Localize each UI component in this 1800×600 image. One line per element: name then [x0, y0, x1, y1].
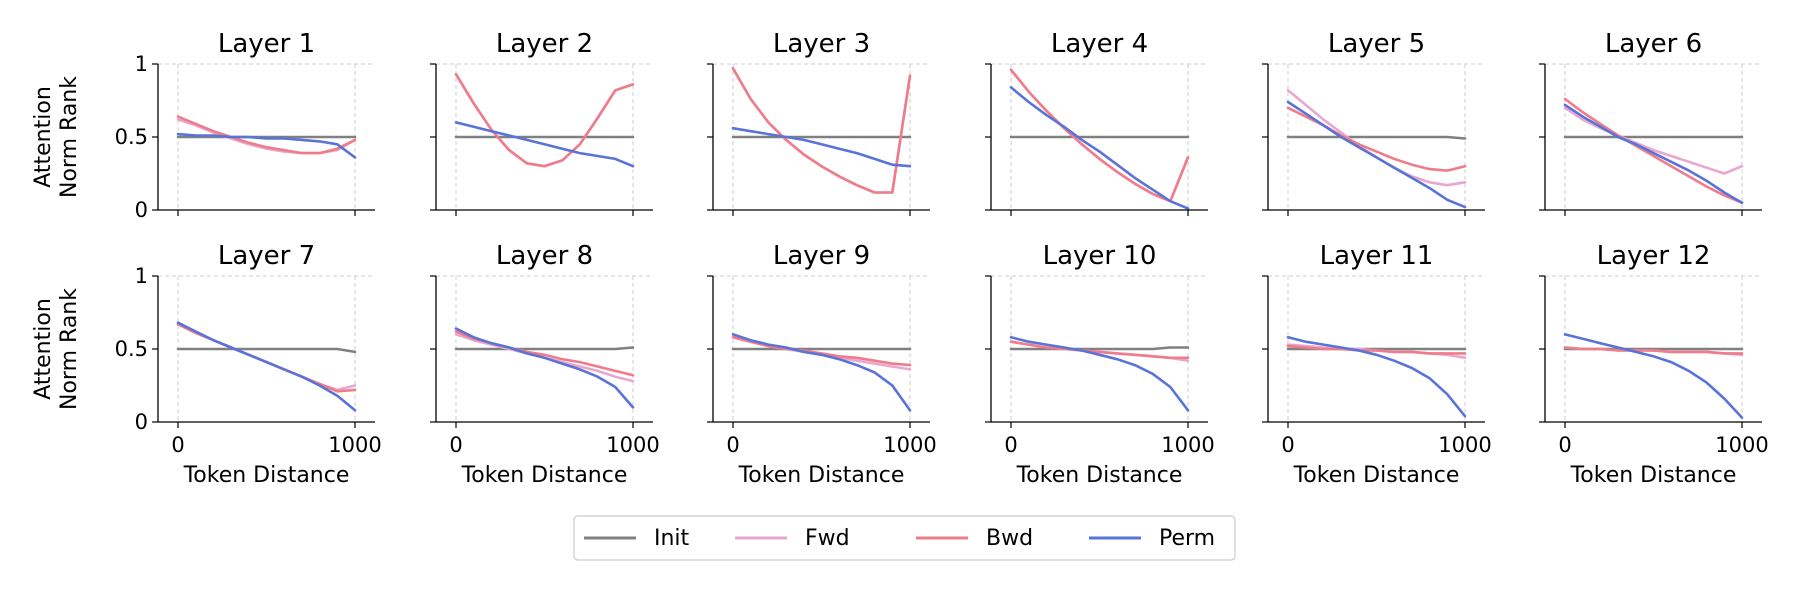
y-tick-label: 1 [135, 52, 148, 76]
panel-6: Layer 6 [1539, 29, 1762, 216]
panel-11: 0 1000 Layer 11 Token Distance [1262, 241, 1492, 488]
x-axis-label: Token Distance [1016, 463, 1183, 488]
panel-10: 0 1000 Layer 10 Token Distance [985, 241, 1215, 488]
series-line-bwd [1286, 344, 1467, 355]
panel-5: Layer 5 [1262, 29, 1485, 216]
y-axis-label-line: Attention [31, 298, 56, 400]
panel-7: 0 0.5 1 0 1000 Layer 7 Token Distance Attention… [31, 241, 382, 488]
panel-title: Layer 12 [1597, 241, 1711, 271]
series-line-init [1009, 346, 1190, 351]
legend-label-fwd: Fwd [805, 526, 850, 551]
panel-title: Layer 4 [1051, 29, 1148, 59]
series-line-bwd [1563, 97, 1744, 204]
series-line-perm [454, 327, 635, 409]
x-axis-label: Token Distance [1570, 463, 1737, 488]
series-line-perm [1563, 103, 1744, 204]
y-tick-label: 0.5 [115, 337, 148, 361]
series-line-fwd [731, 67, 912, 194]
panel-12: 0 1000 Layer 12 Token Distance [1539, 241, 1769, 488]
panel-title: Layer 3 [773, 29, 870, 59]
series-line-perm [1286, 335, 1467, 418]
x-tick-label: 1000 [328, 433, 381, 457]
series-line-fwd [176, 322, 357, 392]
series-line-bwd [1563, 346, 1744, 355]
x-axis-label: Token Distance [461, 463, 628, 488]
panel-8: 0 1000 Layer 8 Token Distance [430, 241, 660, 488]
legend-label-perm: Perm [1159, 526, 1215, 551]
x-axis-label: Token Distance [1293, 463, 1460, 488]
y-tick-label: 1 [135, 264, 148, 288]
legend-label-bwd: Bwd [986, 526, 1033, 551]
series-line-init [176, 347, 357, 354]
series-line-fwd [1009, 68, 1190, 203]
x-tick-label: 0 [1004, 433, 1017, 457]
y-tick-label: 0 [135, 198, 148, 222]
panel-title: Layer 5 [1328, 29, 1425, 59]
series-line-perm [731, 333, 912, 412]
panel-title: Layer 11 [1320, 241, 1434, 271]
series-line-bwd [176, 322, 357, 393]
series-line-bwd [1009, 68, 1190, 203]
series-line-perm [1009, 86, 1190, 210]
series-line-bwd [176, 115, 357, 155]
panel-1: 0 0.5 1 Layer 1 Attention Norm Rank [31, 29, 375, 222]
legend-label-init: Init [654, 526, 690, 551]
series-line-bwd [1009, 340, 1190, 360]
x-tick-label: 1000 [1715, 433, 1768, 457]
panel-3: Layer 3 [707, 29, 930, 216]
x-tick-label: 0 [1281, 433, 1294, 457]
series-line-perm [1009, 335, 1190, 412]
panel-4: Layer 4 [985, 29, 1208, 216]
legend-box [573, 515, 1236, 561]
x-tick-label: 1000 [1438, 433, 1491, 457]
panel-2: Layer 2 [430, 29, 653, 216]
series-line-bwd [1286, 106, 1467, 172]
series-line-fwd [1563, 106, 1744, 175]
panel-title: Layer 7 [218, 241, 315, 271]
series-line-bwd [454, 72, 635, 168]
x-tick-label: 0 [726, 433, 739, 457]
series-line-perm [176, 321, 357, 412]
panel-title: Layer 10 [1043, 241, 1157, 271]
x-tick-label: 1000 [883, 433, 936, 457]
y-tick-label: 0 [135, 410, 148, 434]
series-line-perm [1286, 100, 1467, 209]
series-line-init [1286, 135, 1467, 140]
panel-title: Layer 6 [1605, 29, 1702, 59]
series-line-perm [1563, 333, 1744, 419]
x-tick-label: 0 [1558, 433, 1571, 457]
legend: Init Fwd Bwd Perm [573, 515, 1236, 561]
series-line-bwd [454, 330, 635, 377]
x-axis-label: Token Distance [738, 463, 905, 488]
panel-title: Layer 1 [218, 29, 315, 59]
y-tick-label: 0.5 [115, 125, 148, 149]
panel-title: Layer 2 [496, 29, 593, 59]
series-line-fwd [454, 72, 635, 168]
panel-title: Layer 9 [773, 241, 870, 271]
x-tick-label: 1000 [606, 433, 659, 457]
series-line-perm [454, 121, 635, 168]
series-line-init [454, 346, 635, 351]
y-axis-label-line: Norm Rank [57, 76, 82, 198]
x-tick-label: 0 [171, 433, 184, 457]
series-line-bwd [731, 335, 912, 367]
series-line-perm [176, 132, 357, 159]
series-line-bwd [731, 67, 912, 194]
panel-title: Layer 8 [496, 241, 593, 271]
y-axis-label-line: Attention [31, 86, 56, 188]
y-axis-label-line: Norm Rank [57, 288, 82, 410]
x-tick-label: 0 [449, 433, 462, 457]
x-tick-label: 1000 [1161, 433, 1214, 457]
x-axis-label: Token Distance [183, 463, 350, 488]
series-line-perm [731, 126, 912, 168]
panel-9: 0 1000 Layer 9 Token Distance [707, 241, 937, 488]
